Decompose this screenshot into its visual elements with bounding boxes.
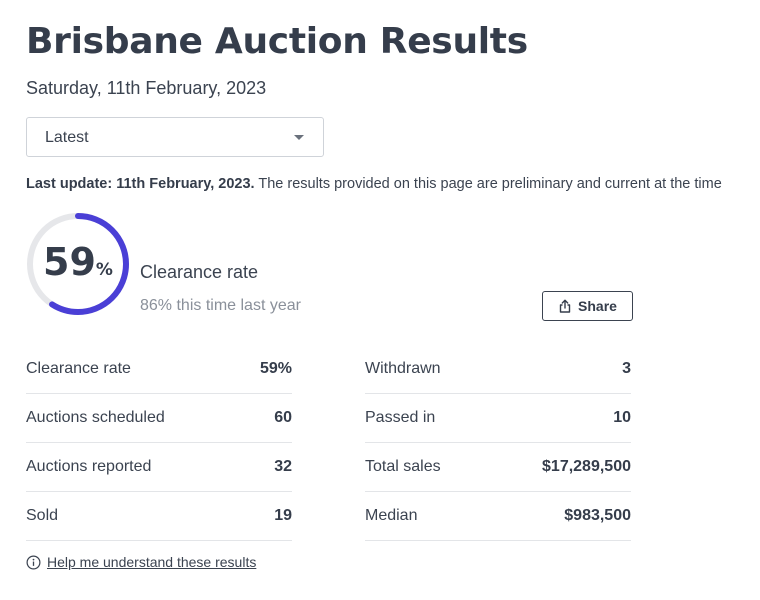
share-label: Share [578,298,617,314]
auction-results-page: Brisbane Auction Results Saturday, 11th … [26,0,760,600]
ring-progress [27,213,129,315]
stat-label: Median [365,507,418,524]
clearance-rate-label: Clearance rate [140,262,259,282]
page-title: Brisbane Auction Results [26,21,528,62]
select-value: Latest [45,129,89,146]
stat-row: Auctions reported 32 [26,443,292,492]
stat-row: Median $983,500 [365,492,631,541]
last-year-comparison: 86% this time last year [140,297,301,314]
stat-label: Passed in [365,409,436,426]
stat-label: Total sales [365,458,441,475]
help-link-row: Help me understand these results [26,553,256,571]
stat-value: $983,500 [564,507,631,524]
stat-row: Withdrawn 3 [365,345,631,394]
clearance-figure: 59% [26,238,130,286]
stat-value: 10 [613,409,631,426]
share-button[interactable]: Share [542,291,633,321]
clearance-number: 59 [43,240,96,284]
stat-label: Auctions scheduled [26,409,165,426]
stat-value: 19 [274,507,292,524]
stat-label: Withdrawn [365,360,441,377]
share-icon [559,299,571,313]
last-update-notice: Last update: 11th February, 2023. The re… [26,174,760,196]
stat-value: 32 [274,458,292,475]
clearance-gauge: 59% [26,212,130,316]
stat-value: $17,289,500 [542,458,631,475]
last-update-text: The results provided on this page are pr… [254,176,722,192]
stats-list-left: Clearance rate 59% Auctions scheduled 60 A… [26,345,292,541]
stat-row: Auctions scheduled 60 [26,394,292,443]
stat-label: Clearance rate [26,360,131,377]
stat-value: 3 [622,360,631,377]
results-period-select[interactable]: Latest [26,117,324,157]
last-update-label: Last update: 11th February, 2023. [26,176,255,192]
stat-label: Auctions reported [26,458,152,475]
stat-value: 60 [274,409,292,426]
help-understand-link[interactable]: Help me understand these results [47,554,257,570]
stat-row: Total sales $17,289,500 [365,443,631,492]
stat-label: Sold [26,507,59,524]
stats-list-right: Withdrawn 3 Passed in 10 Total sales $17,28… [365,345,631,541]
chevron-down-icon [294,135,304,140]
info-icon [26,555,41,569]
stat-row: Passed in 10 [365,394,631,443]
stat-row: Sold 19 [26,492,292,541]
stat-value: 59% [259,360,292,377]
results-date: Saturday, 11th February, 2023 [26,78,267,98]
clearance-percent-sign: % [95,260,113,280]
clearance-ring [27,213,129,315]
stat-row: Clearance rate 59% [26,345,292,394]
